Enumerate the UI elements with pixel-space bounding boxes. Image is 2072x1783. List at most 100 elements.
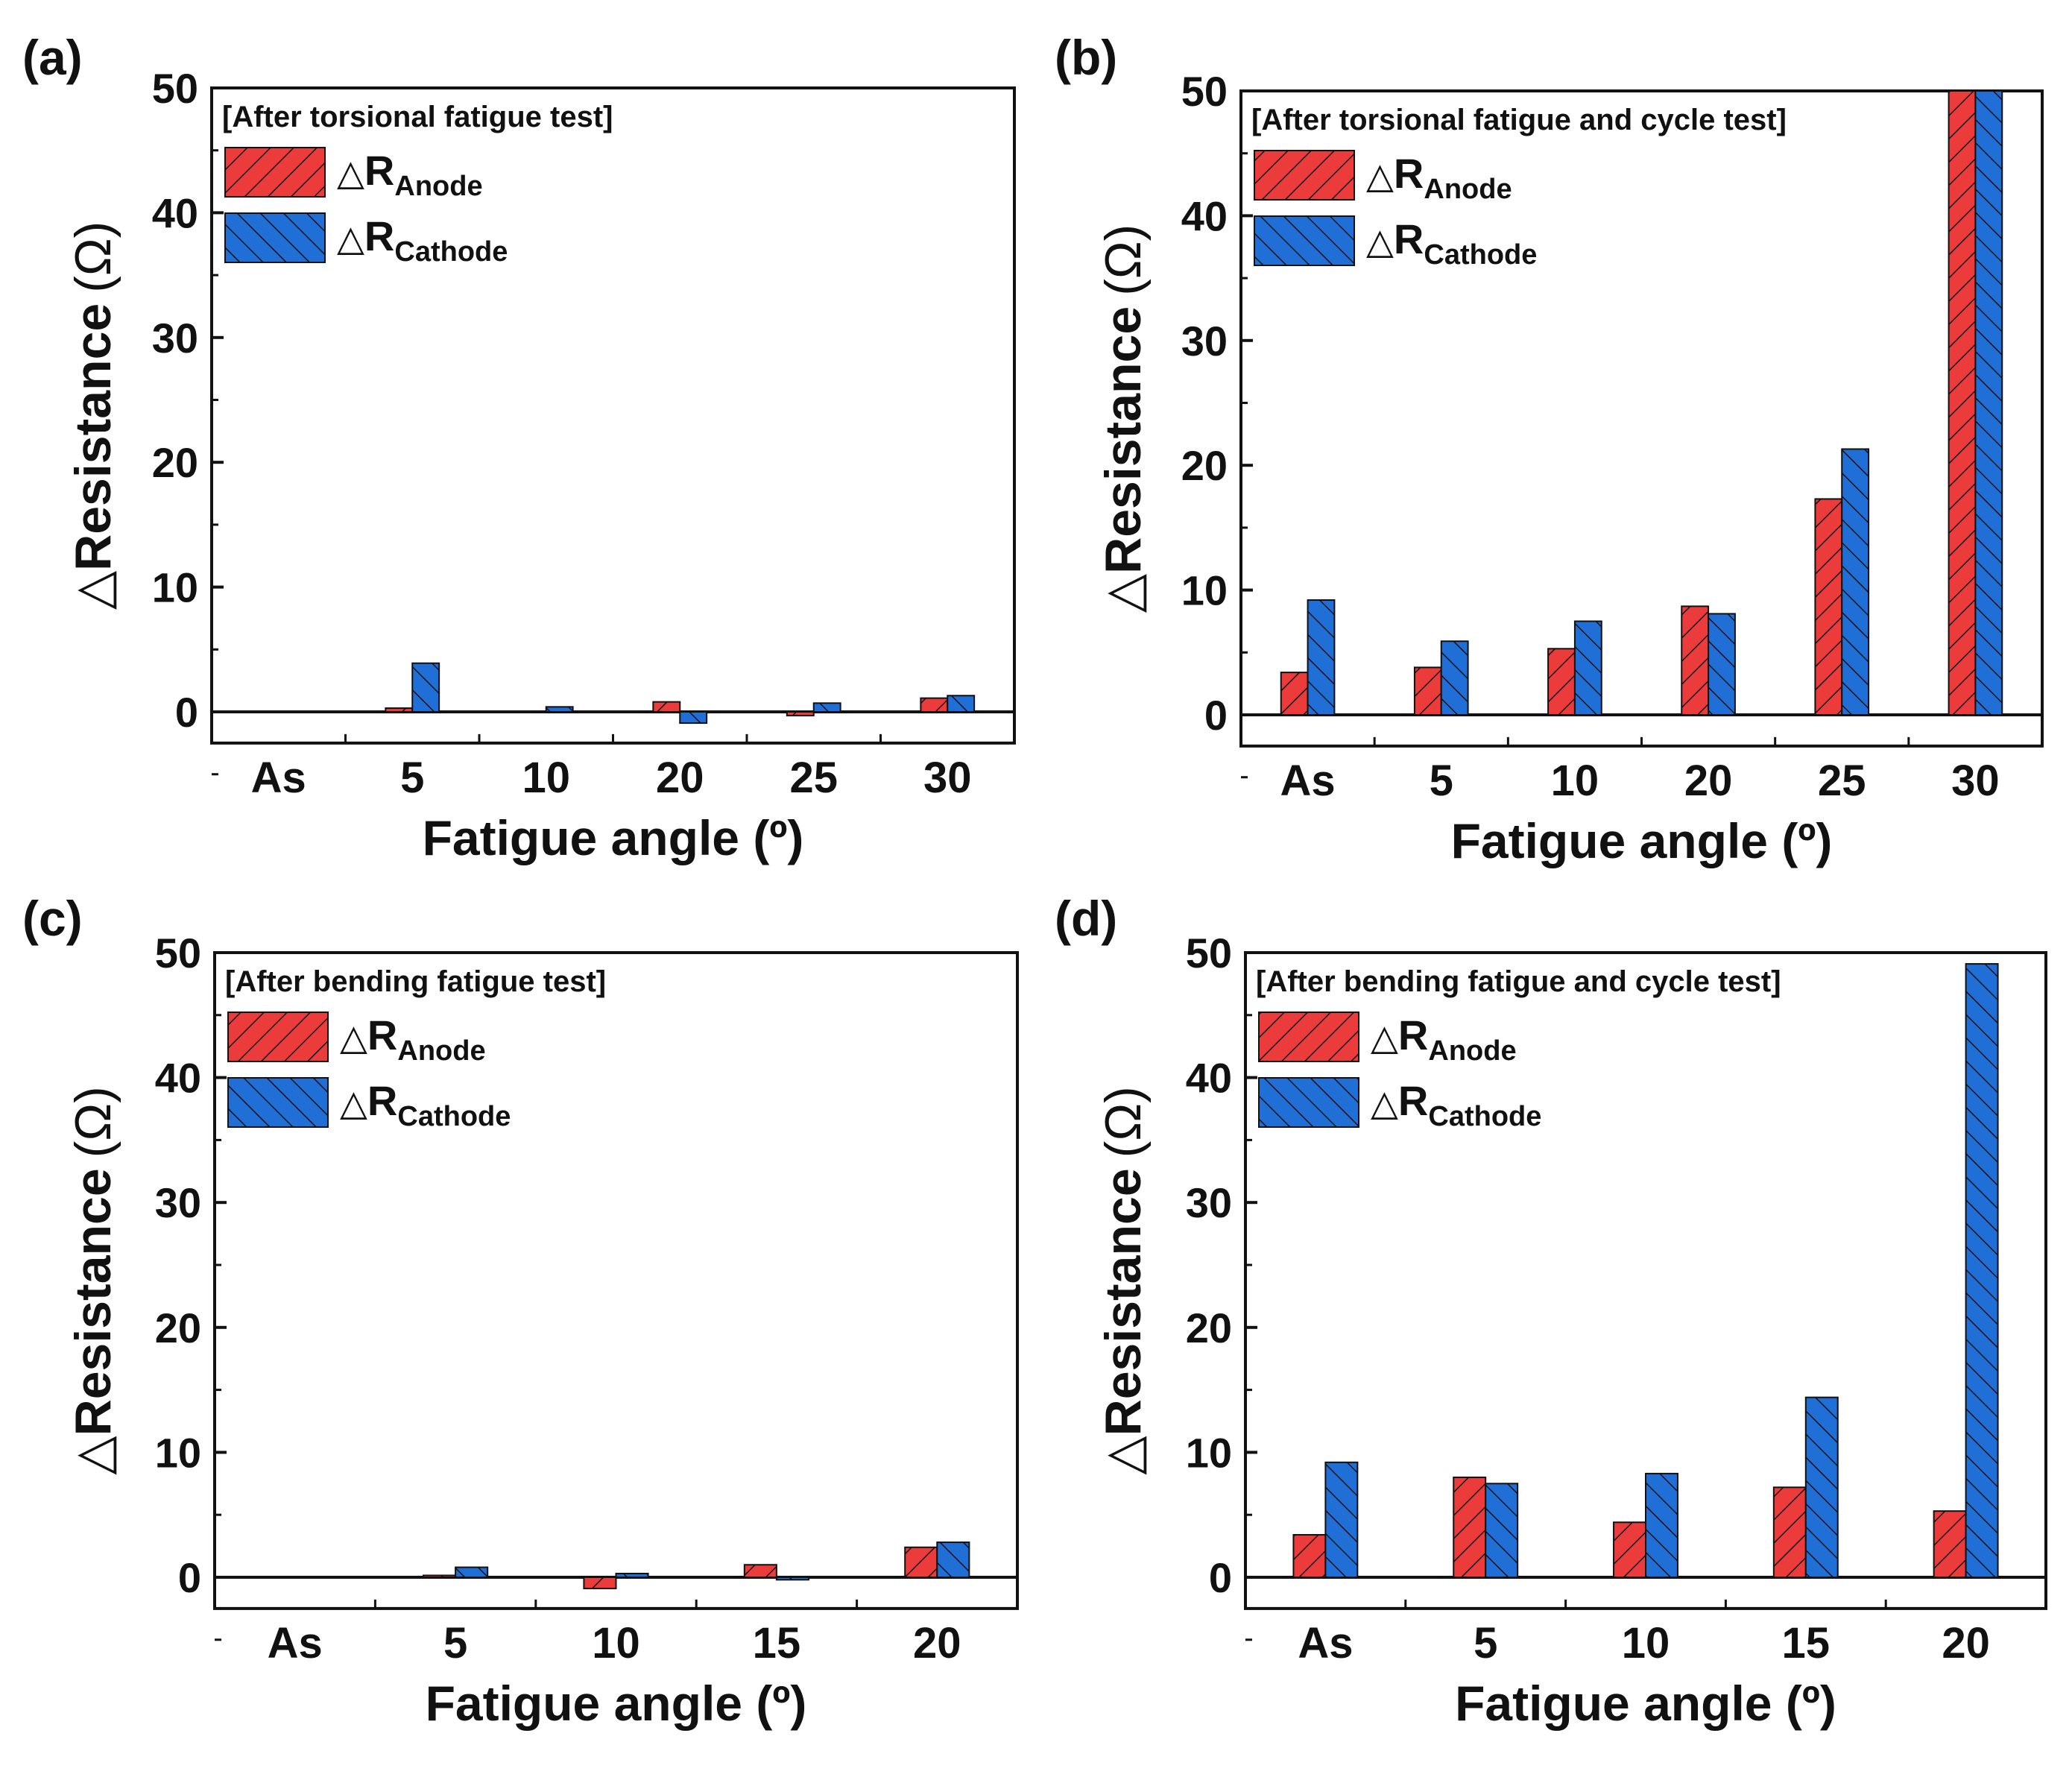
panel-label: (b) (1055, 30, 1117, 85)
y-tick-label: 30 (1181, 318, 1228, 365)
legend-delta: △ (340, 1018, 367, 1058)
legend-delta: △ (1371, 1084, 1398, 1123)
anode-bar (904, 1546, 938, 1578)
anode-bar (385, 707, 414, 713)
anode-bar (743, 1564, 777, 1578)
cathode-bar (1708, 613, 1736, 716)
x-tick-label: As (1280, 757, 1336, 805)
y-tick-label: 10 (1186, 1429, 1232, 1476)
y-tick-label: 0 (1204, 692, 1228, 739)
x-axis-label: Fatigue angle (º) (1455, 1676, 1836, 1731)
y-tick-label: 10 (1181, 567, 1228, 614)
y-tick-label: 40 (155, 1055, 201, 1102)
annotation-text: [After torsional fatigue and cycle test] (1251, 104, 1787, 136)
y-tick-label: 20 (1181, 442, 1228, 489)
x-tick-label: 10 (592, 1619, 640, 1667)
y-tick-label: 30 (155, 1179, 201, 1226)
legend-subscript: Cathode (1424, 239, 1537, 271)
y-tick-label: 30 (1186, 1179, 1232, 1226)
legend-subscript: Cathode (394, 236, 508, 268)
legend-swatch-cathode (1254, 215, 1355, 266)
legend-label-anode: △RAnode (340, 1012, 486, 1067)
legend-label-anode: △RAnode (1371, 1012, 1517, 1067)
x-tick-label: 20 (1684, 757, 1733, 805)
x-tick-label: As (251, 754, 306, 802)
y-axis-text: Resistance (65, 1168, 121, 1436)
y-axis-delta: △ (1095, 573, 1152, 613)
cathode-bar (936, 1541, 970, 1579)
cathode-bar (545, 706, 574, 713)
y-axis-text: Resistance (1095, 1168, 1152, 1436)
legend-delta: △ (337, 219, 364, 259)
annotation-text: [After bending fatigue and cycle test] (1256, 965, 1781, 998)
cathode-bar (1485, 1483, 1519, 1579)
anode-bar (1772, 1486, 1807, 1578)
cathode-bar (411, 662, 440, 713)
anode-bar (1292, 1534, 1327, 1579)
x-tick-label: 15 (1782, 1619, 1831, 1667)
y-tick-label: 0 (1209, 1554, 1232, 1601)
legend-letter: R (367, 1077, 397, 1124)
y-tick-label: 50 (152, 65, 198, 112)
x-tick-label: 15 (753, 1619, 801, 1667)
y-tick-label: 0 (175, 689, 198, 736)
y-tick-label: 40 (152, 189, 198, 236)
anode-bar (583, 1577, 617, 1590)
legend-subscript: Anode (394, 171, 482, 202)
y-axis-unit: (Ω) (1095, 1086, 1152, 1158)
anode-bar (652, 701, 681, 713)
legend-label-cathode: △RCathode (340, 1077, 511, 1132)
annotation-text: [After bending fatigue test] (225, 965, 606, 998)
x-tick-label: 5 (1474, 1619, 1497, 1667)
x-tick-label: 20 (656, 754, 704, 802)
legend-swatch-cathode (1258, 1077, 1359, 1128)
legend-swatch-anode (224, 147, 326, 198)
cathode-bar (1573, 620, 1602, 716)
anode-bar (1948, 90, 1977, 716)
legend-swatch-cathode (227, 1077, 329, 1128)
y-tick-label: 20 (1186, 1304, 1232, 1351)
legend-delta: △ (1366, 157, 1394, 196)
legend-delta: △ (337, 154, 364, 193)
x-tick-label: 5 (1430, 757, 1453, 805)
legend-subscript: Anode (1424, 174, 1512, 205)
y-tick-label: 40 (1186, 1055, 1232, 1102)
x-tick-label: 10 (1551, 757, 1599, 805)
panel-label: (c) (22, 891, 83, 946)
cathode-bar (455, 1566, 489, 1579)
y-axis-label: △Resistance (Ω) (65, 1086, 121, 1475)
y-axis-text: Resistance (65, 303, 121, 571)
legend-delta: △ (1371, 1018, 1398, 1058)
cathode-bar (615, 1572, 649, 1578)
cathode-bar (1974, 90, 2003, 716)
legend-subscript: Anode (397, 1035, 485, 1067)
x-tick-label: 30 (923, 754, 972, 802)
x-axis-label: Fatigue angle (º) (1451, 813, 1833, 868)
plot-frame (1239, 89, 2044, 748)
y-tick-label: 50 (1181, 68, 1228, 115)
y-axis-unit: (Ω) (65, 221, 121, 293)
x-tick-label: As (268, 1619, 323, 1667)
y-tick-label: 50 (1186, 930, 1232, 976)
anode-bar (920, 697, 949, 713)
y-axis-unit: (Ω) (65, 1086, 121, 1158)
y-tick-label: 40 (1181, 192, 1228, 239)
y-tick-label: 20 (155, 1304, 201, 1351)
cathode-bar (1804, 1396, 1839, 1578)
y-tick-label: 20 (152, 439, 198, 486)
y-axis-label: △Resistance (Ω) (1095, 224, 1152, 613)
x-tick-label: 5 (443, 1619, 467, 1667)
panel-b: (b) 0 10 20 30 40 50 As 5 10 20 25 30 Fatigue angle (… (1055, 30, 2044, 868)
panel-c: (c) 0 10 20 30 40 50 As 5 10 15 20 Fatigue angle (º)… (22, 891, 1019, 1731)
x-axis-label: Fatigue angle (º) (423, 810, 804, 865)
plot-frame (210, 86, 1016, 745)
y-tick-label: 10 (152, 564, 198, 611)
anode-bar (1280, 672, 1309, 716)
y-tick-label: 50 (155, 930, 201, 976)
legend-subscript: Cathode (397, 1101, 511, 1132)
x-tick-label: 10 (1622, 1619, 1670, 1667)
legend-label-cathode: △RCathode (1366, 215, 1537, 271)
y-axis-delta: △ (65, 570, 121, 610)
anode-bar (423, 1574, 457, 1579)
y-tick-label: 0 (178, 1554, 201, 1601)
